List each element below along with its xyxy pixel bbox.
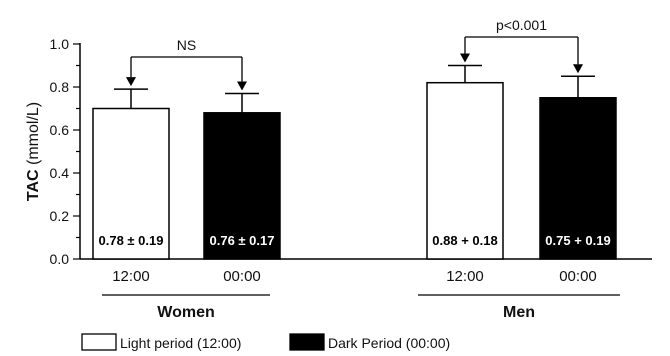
legend-swatch-dark — [289, 333, 325, 351]
legend-label-light: Light period (12:00) — [120, 335, 241, 351]
category-label: 00:00 — [559, 268, 597, 285]
bar-women-light — [92, 107, 170, 260]
bar-men-dark — [539, 97, 617, 260]
group-label-men: Men — [503, 304, 535, 321]
y-tick-label: 0.2 — [50, 208, 70, 224]
y-tick-label: 0.4 — [50, 165, 70, 181]
y-tick-label: 1.0 — [50, 36, 70, 52]
chart-axes: 0.0 0.2 0.4 0.6 0.8 1.0 TAC (mmol/L) — [25, 36, 652, 267]
bar-men-light — [426, 81, 504, 260]
significance-annotations: NS p<0.001 — [126, 17, 583, 91]
category-label: 00:00 — [223, 268, 261, 285]
y-tick-label: 0.6 — [50, 122, 70, 138]
bracket-arrowhead — [237, 81, 247, 91]
bar-women-dark — [203, 112, 281, 260]
y-axis-label-unit: (mmol/L) — [25, 102, 42, 170]
bracket-arrowhead — [573, 64, 583, 74]
category-labels: 12:00 00:00 Women 12:00 00:00 Men — [102, 268, 620, 321]
y-tick-label: 0.0 — [50, 251, 70, 267]
y-axis-label: TAC (mmol/L) — [25, 102, 42, 201]
bar-value-label: 0.75 + 0.19 — [545, 233, 610, 248]
bracket-arrowhead — [126, 77, 136, 87]
legend-label-dark: Dark Period (00:00) — [328, 335, 450, 351]
bracket-arrowhead — [460, 53, 470, 63]
legend-swatch-light — [81, 333, 117, 351]
bar-value-label: 0.76 ± 0.17 — [210, 233, 275, 248]
y-axis-label-bold: TAC — [25, 169, 42, 201]
chart-legend: Light period (12:00) Dark Period (00:00) — [81, 333, 450, 351]
bar-value-label: 0.78 ± 0.19 — [99, 233, 164, 248]
category-label: 12:00 — [446, 268, 484, 285]
bar-series: 0.78 ± 0.19 0.76 ± 0.17 0.88 + 0.18 0.75 + … — [92, 64, 617, 260]
bar-value-label: 0.88 + 0.18 — [432, 233, 497, 248]
group-label-women: Women — [157, 304, 214, 321]
category-label: 12:00 — [112, 268, 150, 285]
significance-label: p<0.001 — [496, 17, 547, 33]
y-tick-label: 0.8 — [50, 79, 70, 95]
significance-label: NS — [177, 37, 196, 53]
